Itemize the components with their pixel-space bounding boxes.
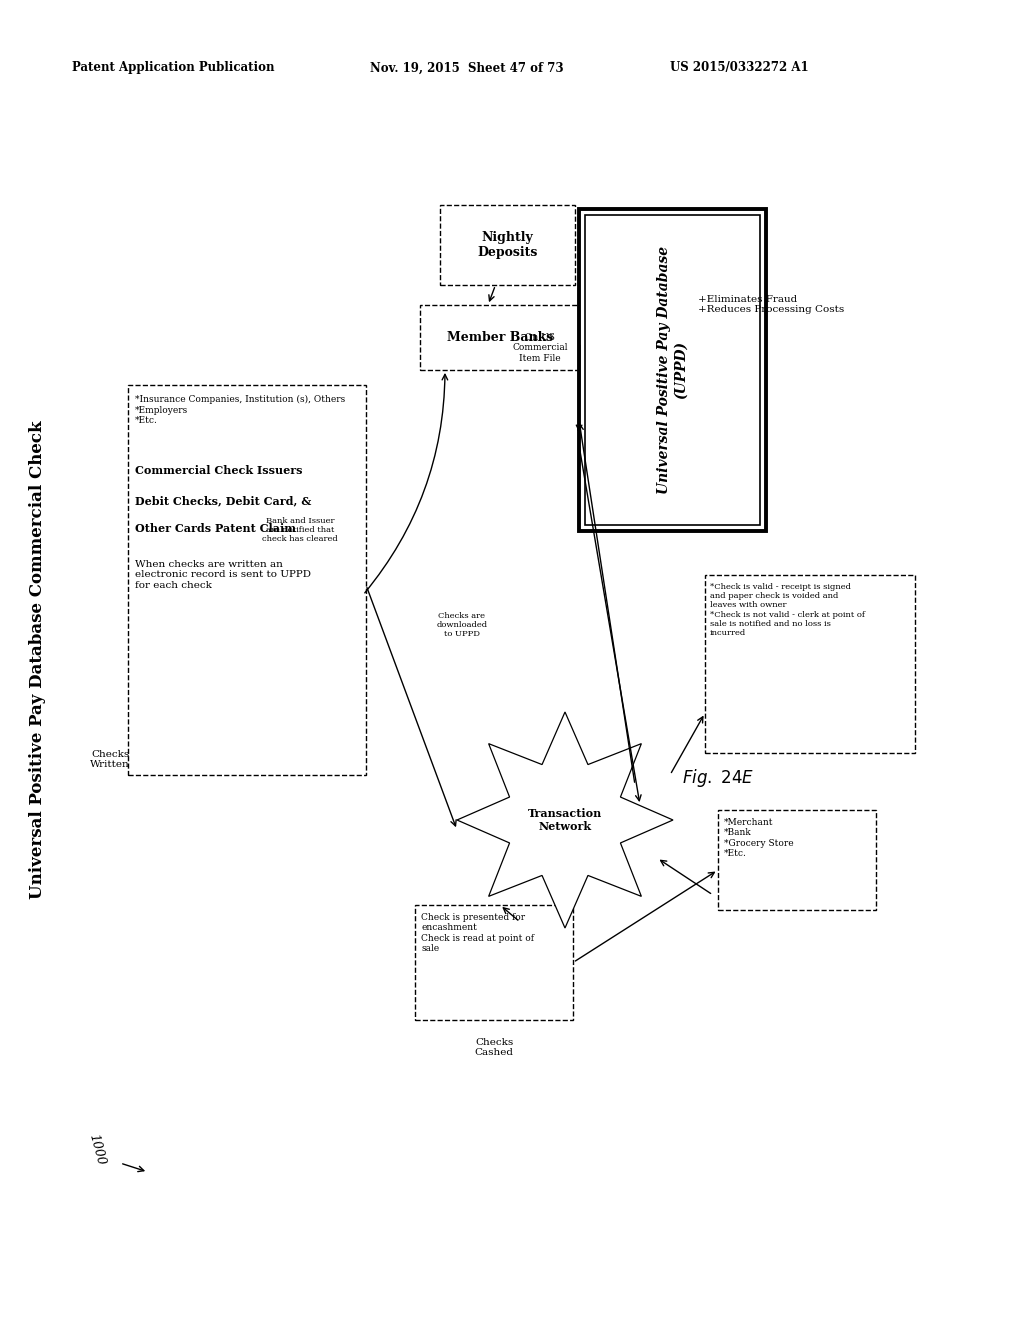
Text: Nightly
Deposits: Nightly Deposits (477, 231, 538, 259)
Text: Check is presented for
encashment
Check is read at point of
sale: Check is presented for encashment Check … (421, 913, 534, 953)
Bar (579, 209, 766, 531)
Text: $\mathit{Fig.\ 24E}$: $\mathit{Fig.\ 24E}$ (682, 767, 754, 789)
Text: Other Cards Patent Claim: Other Cards Patent Claim (135, 523, 296, 535)
Bar (415, 906, 573, 1020)
Text: 1000: 1000 (87, 1133, 108, 1167)
Text: Patent Application Publication: Patent Application Publication (72, 62, 274, 74)
Text: When checks are written an
electronic record is sent to UPPD
for each check: When checks are written an electronic re… (135, 560, 311, 590)
Text: *Merchant
*Bank
*Grocery Store
*Etc.: *Merchant *Bank *Grocery Store *Etc. (724, 818, 794, 858)
Text: Commercial Check Issuers: Commercial Check Issuers (135, 465, 302, 477)
Text: Checks
Written: Checks Written (90, 750, 130, 770)
Bar (420, 305, 580, 370)
Bar (585, 215, 760, 525)
Text: Checks are
downloaded
to UPPD: Checks are downloaded to UPPD (436, 611, 487, 638)
Text: *Check is valid - receipt is signed
and paper check is voided and
leaves with ow: *Check is valid - receipt is signed and … (710, 583, 865, 638)
Polygon shape (457, 711, 673, 928)
Bar (718, 810, 876, 909)
Text: *Insurance Companies, Institution (s), Others
*Employers
*Etc.: *Insurance Companies, Institution (s), O… (135, 395, 345, 425)
Text: Checks
Cashed: Checks Cashed (474, 1038, 513, 1057)
Bar (705, 576, 915, 752)
Text: Bank and Issuer
are notified that
check has cleared: Bank and Issuer are notified that check … (262, 517, 338, 544)
Text: US 2015/0332272 A1: US 2015/0332272 A1 (670, 62, 809, 74)
Text: Universal Positive Pay Database Commercial Check: Universal Positive Pay Database Commerci… (30, 421, 46, 899)
Text: Nov. 19, 2015  Sheet 47 of 73: Nov. 19, 2015 Sheet 47 of 73 (370, 62, 563, 74)
Text: Transaction
Network: Transaction Network (528, 808, 602, 832)
Text: Debit Checks, Debit Card, &: Debit Checks, Debit Card, & (135, 495, 311, 506)
Text: Universal Positive Pay Database
(UPPD): Universal Positive Pay Database (UPPD) (657, 246, 687, 494)
Bar (128, 385, 366, 775)
Text: +Eliminates Fraud
+Reduces Processing Costs: +Eliminates Fraud +Reduces Processing Co… (698, 294, 844, 314)
Bar (440, 205, 575, 285)
Text: On US
Commercial
Item File: On US Commercial Item File (512, 333, 567, 363)
Text: Member Banks: Member Banks (446, 331, 553, 345)
